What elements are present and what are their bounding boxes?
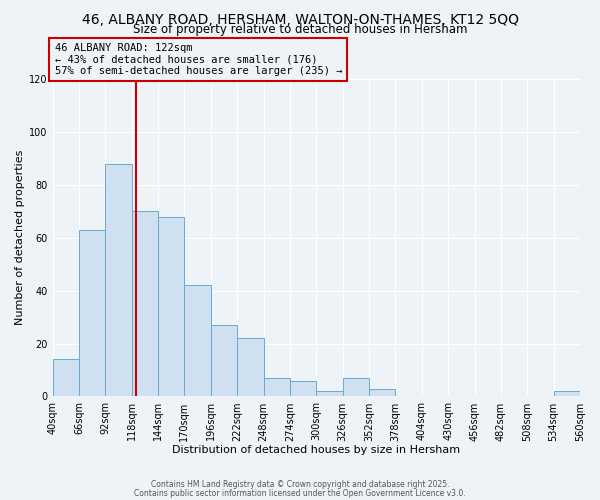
Bar	[158, 216, 184, 396]
Bar	[237, 338, 263, 396]
Bar	[184, 286, 211, 397]
Text: Contains public sector information licensed under the Open Government Licence v3: Contains public sector information licen…	[134, 488, 466, 498]
X-axis label: Distribution of detached houses by size in Hersham: Distribution of detached houses by size …	[172, 445, 460, 455]
Text: Contains HM Land Registry data © Crown copyright and database right 2025.: Contains HM Land Registry data © Crown c…	[151, 480, 449, 489]
Bar	[105, 164, 131, 396]
Bar	[211, 325, 237, 396]
Text: 46 ALBANY ROAD: 122sqm
← 43% of detached houses are smaller (176)
57% of semi-de: 46 ALBANY ROAD: 122sqm ← 43% of detached…	[55, 43, 342, 76]
Bar	[369, 388, 395, 396]
Bar	[554, 391, 580, 396]
Bar	[79, 230, 105, 396]
Bar	[263, 378, 290, 396]
Text: Size of property relative to detached houses in Hersham: Size of property relative to detached ho…	[133, 22, 467, 36]
Bar	[316, 391, 343, 396]
Bar	[343, 378, 369, 396]
Bar	[53, 360, 79, 397]
Text: 46, ALBANY ROAD, HERSHAM, WALTON-ON-THAMES, KT12 5QQ: 46, ALBANY ROAD, HERSHAM, WALTON-ON-THAM…	[82, 12, 518, 26]
Bar	[290, 380, 316, 396]
Bar	[131, 211, 158, 396]
Y-axis label: Number of detached properties: Number of detached properties	[15, 150, 25, 326]
